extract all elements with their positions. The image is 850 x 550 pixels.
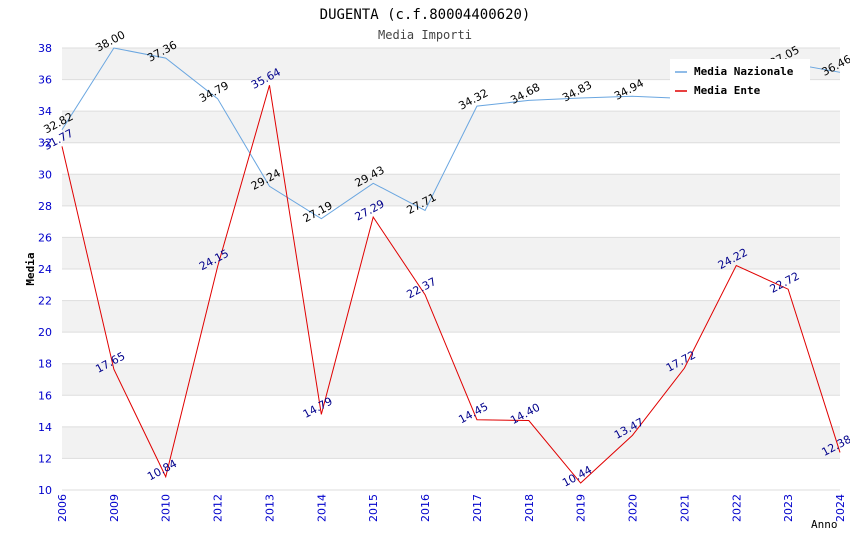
series-line-media-ente	[61, 85, 841, 484]
gridlines	[62, 47, 840, 491]
x-tick-label: 2010	[160, 494, 173, 522]
x-tick-label: 2016	[419, 494, 432, 522]
plot-band	[62, 174, 840, 206]
data-label: 34.94	[612, 77, 646, 103]
y-tick-label: 26	[38, 231, 52, 244]
legend-label-media-ente: Media Ente	[694, 84, 761, 97]
x-tick-label: 2012	[212, 494, 225, 522]
y-tick-label: 24	[38, 263, 52, 276]
x-tick-labels: 2006 2009 2010 2012 2013 2014 2015 2016 2017 2018…	[56, 494, 847, 522]
y-tick-label: 28	[38, 200, 52, 213]
x-axis-label: Anno	[811, 518, 838, 531]
y-tick-label: 30	[38, 168, 52, 181]
data-label: 22.72	[768, 269, 802, 295]
y-tick-label: 14	[38, 421, 52, 434]
legend-label-media-nazionale: Media Nazionale	[694, 65, 794, 78]
y-tick-label: 18	[38, 358, 52, 371]
data-label: 14.79	[301, 395, 335, 421]
x-tick-label: 2024	[834, 494, 847, 522]
plot-band	[62, 237, 840, 269]
x-tick-label: 2017	[471, 494, 484, 522]
y-tick-label: 16	[38, 389, 52, 402]
x-tick-label: 2018	[523, 494, 536, 522]
data-label: 10.84	[145, 457, 179, 483]
y-tick-label: 32	[38, 137, 52, 150]
x-tick-label: 2014	[315, 494, 328, 522]
x-tick-label: 2013	[263, 494, 276, 522]
plot-bands	[62, 48, 840, 459]
y-tick-label: 38	[38, 42, 52, 55]
x-tick-label: 2019	[575, 494, 588, 522]
x-tick-label: 2015	[367, 494, 380, 522]
y-tick-label: 20	[38, 326, 52, 339]
y-tick-label: 36	[38, 74, 52, 87]
plot-band	[62, 363, 840, 396]
data-label: 10.44	[560, 463, 594, 489]
y-tick-label: 10	[38, 484, 52, 497]
x-tick-label: 2023	[782, 494, 795, 522]
x-tick-label: 2009	[108, 494, 121, 522]
data-label: 34.79	[197, 79, 231, 105]
x-tick-label: 2022	[730, 494, 743, 522]
legend-box	[670, 59, 810, 101]
y-tick-label: 22	[38, 295, 52, 308]
y-axis-label: Media	[24, 252, 37, 285]
x-tick-label: 2020	[627, 494, 640, 522]
x-tick-label: 2021	[678, 494, 691, 522]
y-tick-label: 12	[38, 452, 52, 465]
y-tick-label: 34	[38, 105, 52, 118]
y-tick-labels: 10 12 14 16 18 20 22 24 26 28 30 32 34 36 38	[38, 42, 52, 497]
data-label: 14.40	[508, 401, 542, 427]
plot-band	[62, 111, 840, 143]
legend: Media Nazionale Media Ente	[670, 59, 810, 101]
data-label: 22.37	[405, 275, 439, 301]
data-label: 34.32	[456, 86, 490, 112]
data-label: 34.68	[508, 81, 542, 107]
plot-band	[62, 426, 840, 459]
chart-title: DUGENTA (c.f.80004400620)	[320, 7, 531, 23]
chart-subtitle: Media Importi	[378, 28, 472, 42]
data-label: 34.83	[560, 78, 594, 104]
data-label: 14.45	[456, 400, 490, 426]
plot-band	[62, 300, 840, 333]
x-tick-label: 2006	[56, 494, 69, 522]
